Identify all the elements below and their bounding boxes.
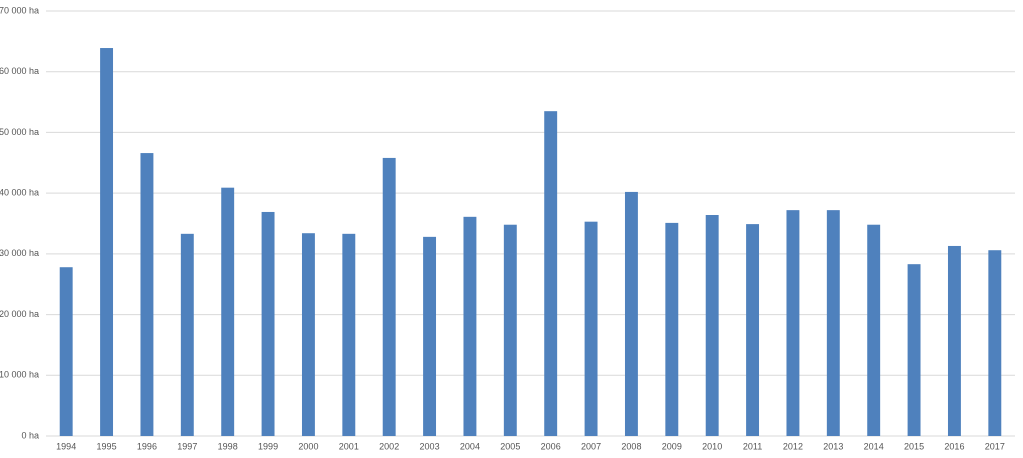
bar [140, 153, 154, 437]
bar [705, 215, 719, 436]
bar [786, 210, 800, 436]
bar [221, 187, 235, 436]
y-tick-label: 60 000 ha [0, 66, 39, 76]
bar [59, 267, 73, 436]
bar [988, 250, 1002, 436]
bar [746, 224, 760, 436]
x-tick-label: 2016 [944, 441, 964, 451]
x-tick-label: 1998 [218, 441, 238, 451]
x-tick-label: 1997 [177, 441, 197, 451]
x-tick-label: 2015 [904, 441, 924, 451]
bar [180, 233, 194, 436]
x-tick-label: 2014 [864, 441, 884, 451]
bar [423, 236, 437, 436]
bar [544, 111, 558, 436]
bar [100, 48, 114, 437]
bar [301, 233, 315, 436]
x-tick-label: 2007 [581, 441, 601, 451]
bar [342, 233, 356, 436]
x-tick-label: 2011 [743, 441, 762, 451]
y-tick-label: 50 000 ha [0, 127, 39, 137]
y-tick-label: 70 000 ha [0, 5, 39, 15]
x-tick-label: 1999 [258, 441, 278, 451]
bar [382, 157, 396, 436]
x-tick-label: 2000 [298, 441, 318, 451]
x-tick-label: 1996 [137, 441, 157, 451]
x-tick-label: 2001 [339, 441, 359, 451]
bar [624, 191, 638, 436]
y-tick-label: 10 000 ha [0, 370, 39, 380]
bar [463, 216, 477, 436]
x-tick-label: 2003 [420, 441, 440, 451]
x-tick-label: 2009 [662, 441, 682, 451]
x-tick-label: 2005 [500, 441, 520, 451]
bar [947, 245, 961, 436]
x-tick-label: 2002 [379, 441, 399, 451]
bar [261, 211, 275, 436]
x-tick-label: 2013 [823, 441, 843, 451]
x-tick-label: 2008 [621, 441, 641, 451]
x-tick-label: 2006 [541, 441, 561, 451]
y-tick-label: 0 ha [21, 430, 39, 440]
x-tick-label: 1995 [97, 441, 117, 451]
x-tick-label: 2012 [783, 441, 803, 451]
bar [503, 224, 517, 436]
x-tick-label: 2017 [985, 441, 1005, 451]
y-tick-label: 40 000 ha [0, 188, 39, 198]
y-tick-label: 30 000 ha [0, 248, 39, 258]
bar [665, 222, 679, 436]
x-tick-label: 1994 [56, 441, 76, 451]
bar [584, 221, 598, 436]
bar [867, 224, 881, 436]
bar [826, 210, 840, 436]
y-tick-label: 20 000 ha [0, 309, 39, 319]
x-tick-label: 2004 [460, 441, 480, 451]
x-tick-label: 2010 [702, 441, 722, 451]
bar [907, 264, 921, 436]
